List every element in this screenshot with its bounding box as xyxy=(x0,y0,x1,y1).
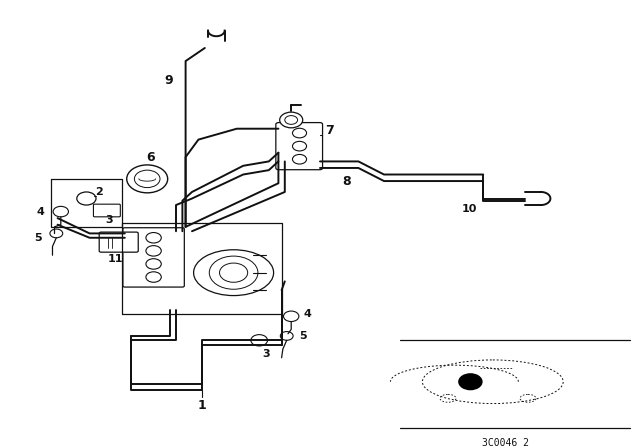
Text: 4: 4 xyxy=(304,309,312,319)
Text: 9: 9 xyxy=(164,74,173,87)
FancyBboxPatch shape xyxy=(123,228,184,287)
Text: 5: 5 xyxy=(300,331,307,341)
Ellipse shape xyxy=(193,250,274,296)
Circle shape xyxy=(251,335,268,346)
Circle shape xyxy=(146,246,161,256)
Circle shape xyxy=(50,229,63,238)
Text: 8: 8 xyxy=(342,175,351,188)
Circle shape xyxy=(280,112,303,128)
FancyBboxPatch shape xyxy=(99,232,138,252)
Circle shape xyxy=(53,207,68,217)
Circle shape xyxy=(127,165,168,193)
Text: 2: 2 xyxy=(95,187,102,197)
Circle shape xyxy=(459,374,482,390)
Text: 1: 1 xyxy=(197,399,206,412)
FancyBboxPatch shape xyxy=(276,123,323,170)
Text: 3: 3 xyxy=(106,215,113,225)
Circle shape xyxy=(284,311,299,322)
Text: 10: 10 xyxy=(461,204,477,215)
Text: 5: 5 xyxy=(34,233,42,243)
Text: 7: 7 xyxy=(325,125,334,138)
Circle shape xyxy=(146,272,161,282)
Circle shape xyxy=(146,233,161,243)
Text: 3C0046 2: 3C0046 2 xyxy=(482,439,529,448)
Circle shape xyxy=(280,332,293,340)
Text: 3: 3 xyxy=(262,349,270,359)
Text: 6: 6 xyxy=(146,151,155,164)
Circle shape xyxy=(146,258,161,269)
Text: 4: 4 xyxy=(37,207,45,216)
FancyBboxPatch shape xyxy=(93,204,120,217)
Text: 11: 11 xyxy=(108,254,123,264)
Circle shape xyxy=(77,192,96,205)
